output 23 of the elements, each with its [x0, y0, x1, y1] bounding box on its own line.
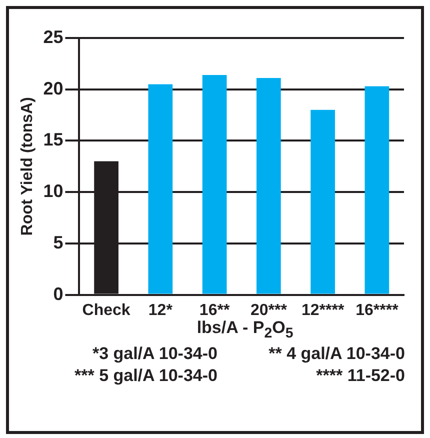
- text: *** 5 gal/A 10-34-0: [74, 365, 218, 387]
- y-tick-label: 0: [53, 284, 64, 304]
- x-tick-label: 12****: [301, 302, 345, 319]
- x-tick-label: 12*: [148, 302, 174, 319]
- bar: [310, 110, 335, 294]
- bar: [202, 74, 227, 294]
- y-tick-label: 10: [43, 181, 64, 202]
- text: ** 4 gal/A 10-34-0: [268, 343, 405, 365]
- x-axis-title: lbs/A - P$_{2}$O$_{5}$: [196, 318, 294, 342]
- text: **** 11-52-0: [315, 365, 405, 387]
- x-tick-label: 20***: [250, 302, 288, 319]
- y-axis-title: Root Yield (tonsA): [19, 97, 36, 236]
- bar: [148, 84, 173, 294]
- x-tick-label: Check: [82, 302, 130, 319]
- bar: [256, 78, 281, 294]
- x-tick-label: 16****: [356, 302, 400, 319]
- y-tick-label: 5: [53, 232, 64, 252]
- x-tick-label: 16**: [199, 302, 230, 319]
- y-tick-label: 15: [43, 130, 64, 150]
- y-tick-label: 25: [43, 26, 64, 47]
- bar: [364, 86, 390, 294]
- y-tick-label: 20: [43, 78, 64, 98]
- text: *3 gal/A 10-34-0: [91, 343, 218, 365]
